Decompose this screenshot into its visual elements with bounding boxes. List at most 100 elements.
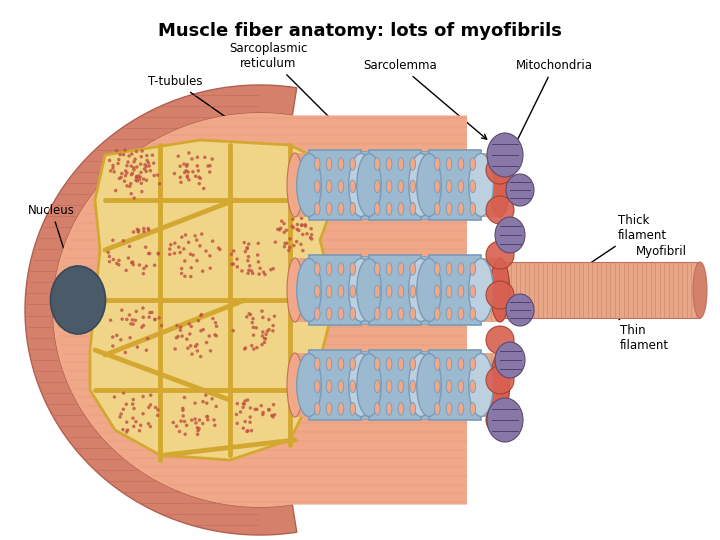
Ellipse shape xyxy=(398,380,404,393)
Ellipse shape xyxy=(246,246,249,249)
Ellipse shape xyxy=(197,176,201,179)
Text: Nucleus: Nucleus xyxy=(28,204,79,296)
Ellipse shape xyxy=(201,422,204,426)
Ellipse shape xyxy=(255,408,258,411)
Ellipse shape xyxy=(506,174,534,206)
Ellipse shape xyxy=(410,262,415,275)
Ellipse shape xyxy=(182,247,186,251)
Ellipse shape xyxy=(173,252,176,255)
Ellipse shape xyxy=(196,433,199,436)
Ellipse shape xyxy=(470,262,476,275)
Ellipse shape xyxy=(486,366,514,394)
Ellipse shape xyxy=(139,171,143,174)
Ellipse shape xyxy=(487,133,523,177)
Ellipse shape xyxy=(287,153,303,217)
Ellipse shape xyxy=(287,353,303,417)
Ellipse shape xyxy=(469,259,493,321)
Ellipse shape xyxy=(417,259,441,321)
Ellipse shape xyxy=(183,259,186,262)
Ellipse shape xyxy=(326,180,332,193)
Ellipse shape xyxy=(243,346,247,350)
Ellipse shape xyxy=(348,259,373,321)
Ellipse shape xyxy=(338,158,343,170)
Ellipse shape xyxy=(187,322,191,326)
Ellipse shape xyxy=(398,262,404,275)
Ellipse shape xyxy=(470,158,476,170)
Ellipse shape xyxy=(130,173,133,177)
Ellipse shape xyxy=(115,261,119,265)
Bar xyxy=(369,350,421,420)
Ellipse shape xyxy=(156,414,159,417)
Ellipse shape xyxy=(248,313,252,316)
Ellipse shape xyxy=(179,328,182,332)
Ellipse shape xyxy=(254,326,258,329)
Ellipse shape xyxy=(134,420,138,423)
Ellipse shape xyxy=(126,160,130,164)
Ellipse shape xyxy=(338,262,343,275)
Ellipse shape xyxy=(386,402,392,415)
Ellipse shape xyxy=(417,153,441,217)
Bar xyxy=(309,255,361,325)
Ellipse shape xyxy=(267,408,271,412)
Ellipse shape xyxy=(148,425,152,428)
Ellipse shape xyxy=(246,247,249,251)
Ellipse shape xyxy=(185,423,189,427)
Ellipse shape xyxy=(150,153,154,157)
Ellipse shape xyxy=(179,176,182,179)
Ellipse shape xyxy=(287,258,303,322)
Ellipse shape xyxy=(252,347,256,351)
Ellipse shape xyxy=(215,404,218,408)
Ellipse shape xyxy=(147,422,150,426)
Ellipse shape xyxy=(326,402,332,415)
Ellipse shape xyxy=(446,202,452,215)
Ellipse shape xyxy=(326,307,332,320)
Ellipse shape xyxy=(241,406,245,409)
Ellipse shape xyxy=(287,249,290,252)
Ellipse shape xyxy=(176,335,180,338)
Ellipse shape xyxy=(193,417,197,421)
Ellipse shape xyxy=(187,178,191,181)
Ellipse shape xyxy=(240,269,243,273)
Ellipse shape xyxy=(297,354,321,416)
Ellipse shape xyxy=(186,174,189,178)
Ellipse shape xyxy=(301,249,305,252)
Ellipse shape xyxy=(153,318,156,321)
Ellipse shape xyxy=(123,148,127,152)
Ellipse shape xyxy=(132,263,135,266)
Ellipse shape xyxy=(199,329,203,333)
Ellipse shape xyxy=(114,149,118,152)
Ellipse shape xyxy=(434,202,440,215)
Ellipse shape xyxy=(143,230,145,233)
Text: Thick
filament: Thick filament xyxy=(584,214,667,268)
Bar xyxy=(295,153,500,217)
Ellipse shape xyxy=(209,349,212,353)
Ellipse shape xyxy=(152,161,156,165)
Ellipse shape xyxy=(374,357,380,370)
Ellipse shape xyxy=(128,336,132,340)
Ellipse shape xyxy=(304,224,307,228)
Ellipse shape xyxy=(189,252,192,256)
Ellipse shape xyxy=(160,324,163,327)
Text: Sarcolemma: Sarcolemma xyxy=(363,59,487,139)
Ellipse shape xyxy=(288,237,292,240)
Ellipse shape xyxy=(188,332,192,336)
Ellipse shape xyxy=(179,326,182,329)
Ellipse shape xyxy=(183,274,186,278)
Ellipse shape xyxy=(300,223,304,227)
Bar xyxy=(429,150,481,220)
Ellipse shape xyxy=(138,263,141,267)
Ellipse shape xyxy=(127,245,131,248)
Ellipse shape xyxy=(183,171,186,174)
Ellipse shape xyxy=(196,426,199,429)
Ellipse shape xyxy=(128,185,132,188)
Ellipse shape xyxy=(120,412,123,416)
Ellipse shape xyxy=(211,239,215,243)
Ellipse shape xyxy=(147,228,150,232)
Ellipse shape xyxy=(208,254,212,258)
Ellipse shape xyxy=(175,424,179,428)
Ellipse shape xyxy=(495,217,525,253)
Ellipse shape xyxy=(243,347,246,351)
Ellipse shape xyxy=(267,328,271,332)
Ellipse shape xyxy=(486,326,514,354)
Ellipse shape xyxy=(182,163,186,166)
